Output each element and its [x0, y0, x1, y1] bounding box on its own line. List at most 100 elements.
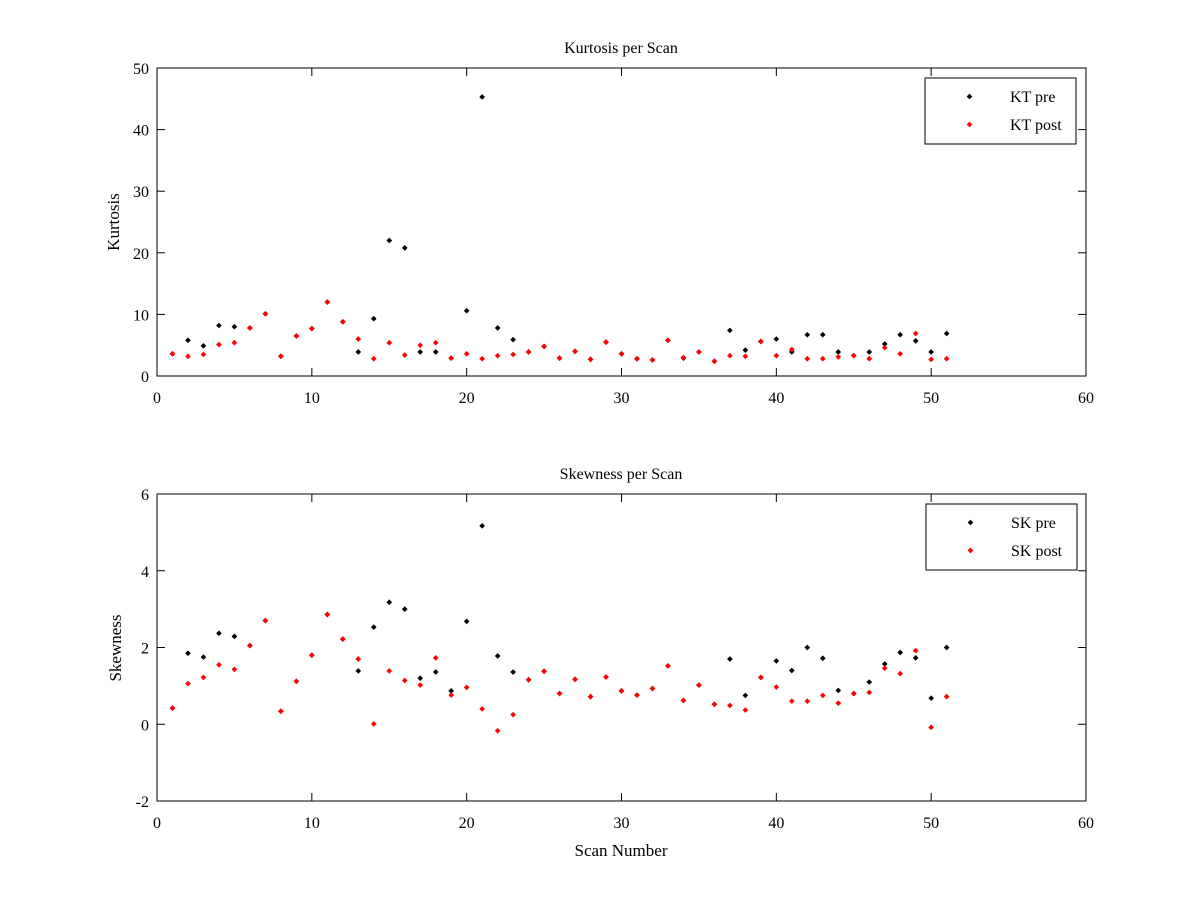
skewness-x-tick-label: 10 — [304, 815, 320, 832]
kt-post-point — [324, 299, 331, 305]
sk-post-point — [680, 697, 687, 704]
kurtosis-legend: KT pre KT post — [924, 77, 1077, 145]
kt-pre-point — [897, 331, 904, 338]
kurtosis-y-ticks: 0 10 20 30 40 50 — [133, 61, 1086, 386]
sk-pre-point — [804, 644, 811, 651]
sk-pre-point — [943, 644, 950, 651]
sk-post-point — [216, 661, 222, 668]
skewness-x-tick-label: 60 — [1078, 815, 1094, 832]
kt-post-point — [417, 342, 424, 349]
kt-post-point — [463, 350, 470, 357]
kt-post-point — [850, 352, 857, 359]
sk-post-legend-marker — [967, 547, 974, 554]
kt-post-point — [185, 353, 191, 360]
kt-pre-point — [370, 315, 377, 322]
skewness-x-tick-label: 40 — [768, 815, 784, 832]
sk-pre-point — [386, 599, 393, 606]
sk-post-point — [324, 611, 331, 618]
sk-pre-point — [401, 606, 408, 612]
sk-post-point — [448, 692, 455, 698]
sk-post-point — [200, 674, 207, 681]
sk-post-point — [432, 655, 439, 661]
skewness-panel: Skewness per Scan Skewness Scan Number 0… — [106, 466, 1094, 860]
sk-post-point — [355, 656, 362, 662]
kt-pre-point — [355, 349, 362, 355]
sk-post-point — [463, 684, 470, 691]
sk-post-point — [386, 668, 393, 674]
kt-pre-point — [912, 338, 919, 344]
kt-post-point — [262, 310, 269, 317]
kt-post-point — [572, 348, 578, 355]
sk-post-point — [587, 693, 594, 700]
sk-pre-legend-label: SK pre — [1011, 515, 1056, 532]
kt-post-point — [293, 333, 300, 339]
kt-pre-point — [773, 336, 780, 342]
kt-post-point — [339, 318, 346, 325]
skewness-x-tick-label: 0 — [153, 815, 161, 832]
sk-post-point — [247, 642, 253, 649]
sk-post-point — [401, 677, 408, 684]
sk-post-point — [665, 663, 671, 669]
kt-post-point — [897, 350, 904, 357]
kt-post-point — [169, 350, 176, 357]
kt-post-point — [742, 353, 749, 360]
kurtosis-points — [169, 94, 950, 365]
sk-pre-point — [417, 675, 424, 682]
kt-post-point — [943, 355, 950, 362]
sk-post-legend-label: SK post — [1011, 543, 1063, 560]
sk-pre-point — [742, 692, 749, 699]
kt-post-point — [881, 344, 888, 351]
kt-post-point — [835, 354, 842, 360]
kt-pre-point — [401, 245, 408, 251]
sk-post-point — [804, 698, 811, 705]
skewness-x-tick-label: 50 — [923, 815, 939, 832]
sk-post-point — [293, 678, 300, 685]
sk-post-point — [711, 701, 718, 708]
kt-pre-point — [928, 349, 934, 355]
kt-post-point — [278, 353, 284, 360]
skewness-x-axis-label: Scan Number — [574, 841, 667, 860]
kt-pre-point — [463, 307, 470, 314]
kt-pre-point — [494, 325, 501, 331]
sk-pre-point — [928, 695, 934, 701]
kt-pre-point — [742, 347, 749, 353]
sk-post-point — [897, 670, 904, 677]
skewness-y-tick-label: 0 — [141, 717, 149, 734]
kt-post-point — [200, 351, 207, 358]
sk-pre-point — [216, 630, 222, 637]
kt-post-point — [525, 349, 532, 355]
skewness-y-axis-label: Skewness — [106, 614, 125, 681]
sk-post-point — [943, 693, 950, 700]
skewness-y-ticks: -2 0 2 4 6 — [136, 487, 1086, 811]
sk-post-point — [696, 682, 702, 688]
sk-pre-point — [463, 618, 470, 625]
kt-post-point — [247, 325, 253, 331]
sk-pre-point — [881, 661, 888, 667]
sk-pre-point — [200, 654, 207, 660]
sk-post-point — [309, 652, 315, 659]
kurtosis-x-tick-label: 40 — [768, 390, 784, 407]
sk-post-point — [541, 668, 547, 675]
kt-post-point — [309, 325, 315, 332]
sk-post-point — [231, 666, 238, 673]
kurtosis-x-tick-label: 0 — [153, 390, 161, 407]
kt-post-point — [758, 338, 764, 345]
kt-post-legend-marker — [966, 121, 973, 128]
kurtosis-legend-box — [924, 77, 1077, 145]
kurtosis-x-tick-label: 60 — [1078, 390, 1094, 407]
kt-post-point — [649, 357, 656, 363]
sk-pre-point — [866, 679, 873, 685]
kt-pre-point — [386, 237, 393, 244]
kurtosis-y-tick-label: 40 — [133, 123, 149, 140]
sk-post-point — [370, 721, 377, 727]
kt-post-point — [494, 352, 501, 359]
kt-post-point — [727, 352, 733, 359]
kt-pre-point — [231, 323, 238, 330]
kurtosis-x-tick-label: 10 — [304, 390, 320, 407]
kt-pre-point — [216, 322, 222, 329]
sk-post-point — [649, 685, 656, 692]
sk-pre-point — [788, 667, 795, 674]
kurtosis-y-tick-label: 10 — [133, 307, 149, 324]
kt-post-point — [432, 339, 439, 346]
